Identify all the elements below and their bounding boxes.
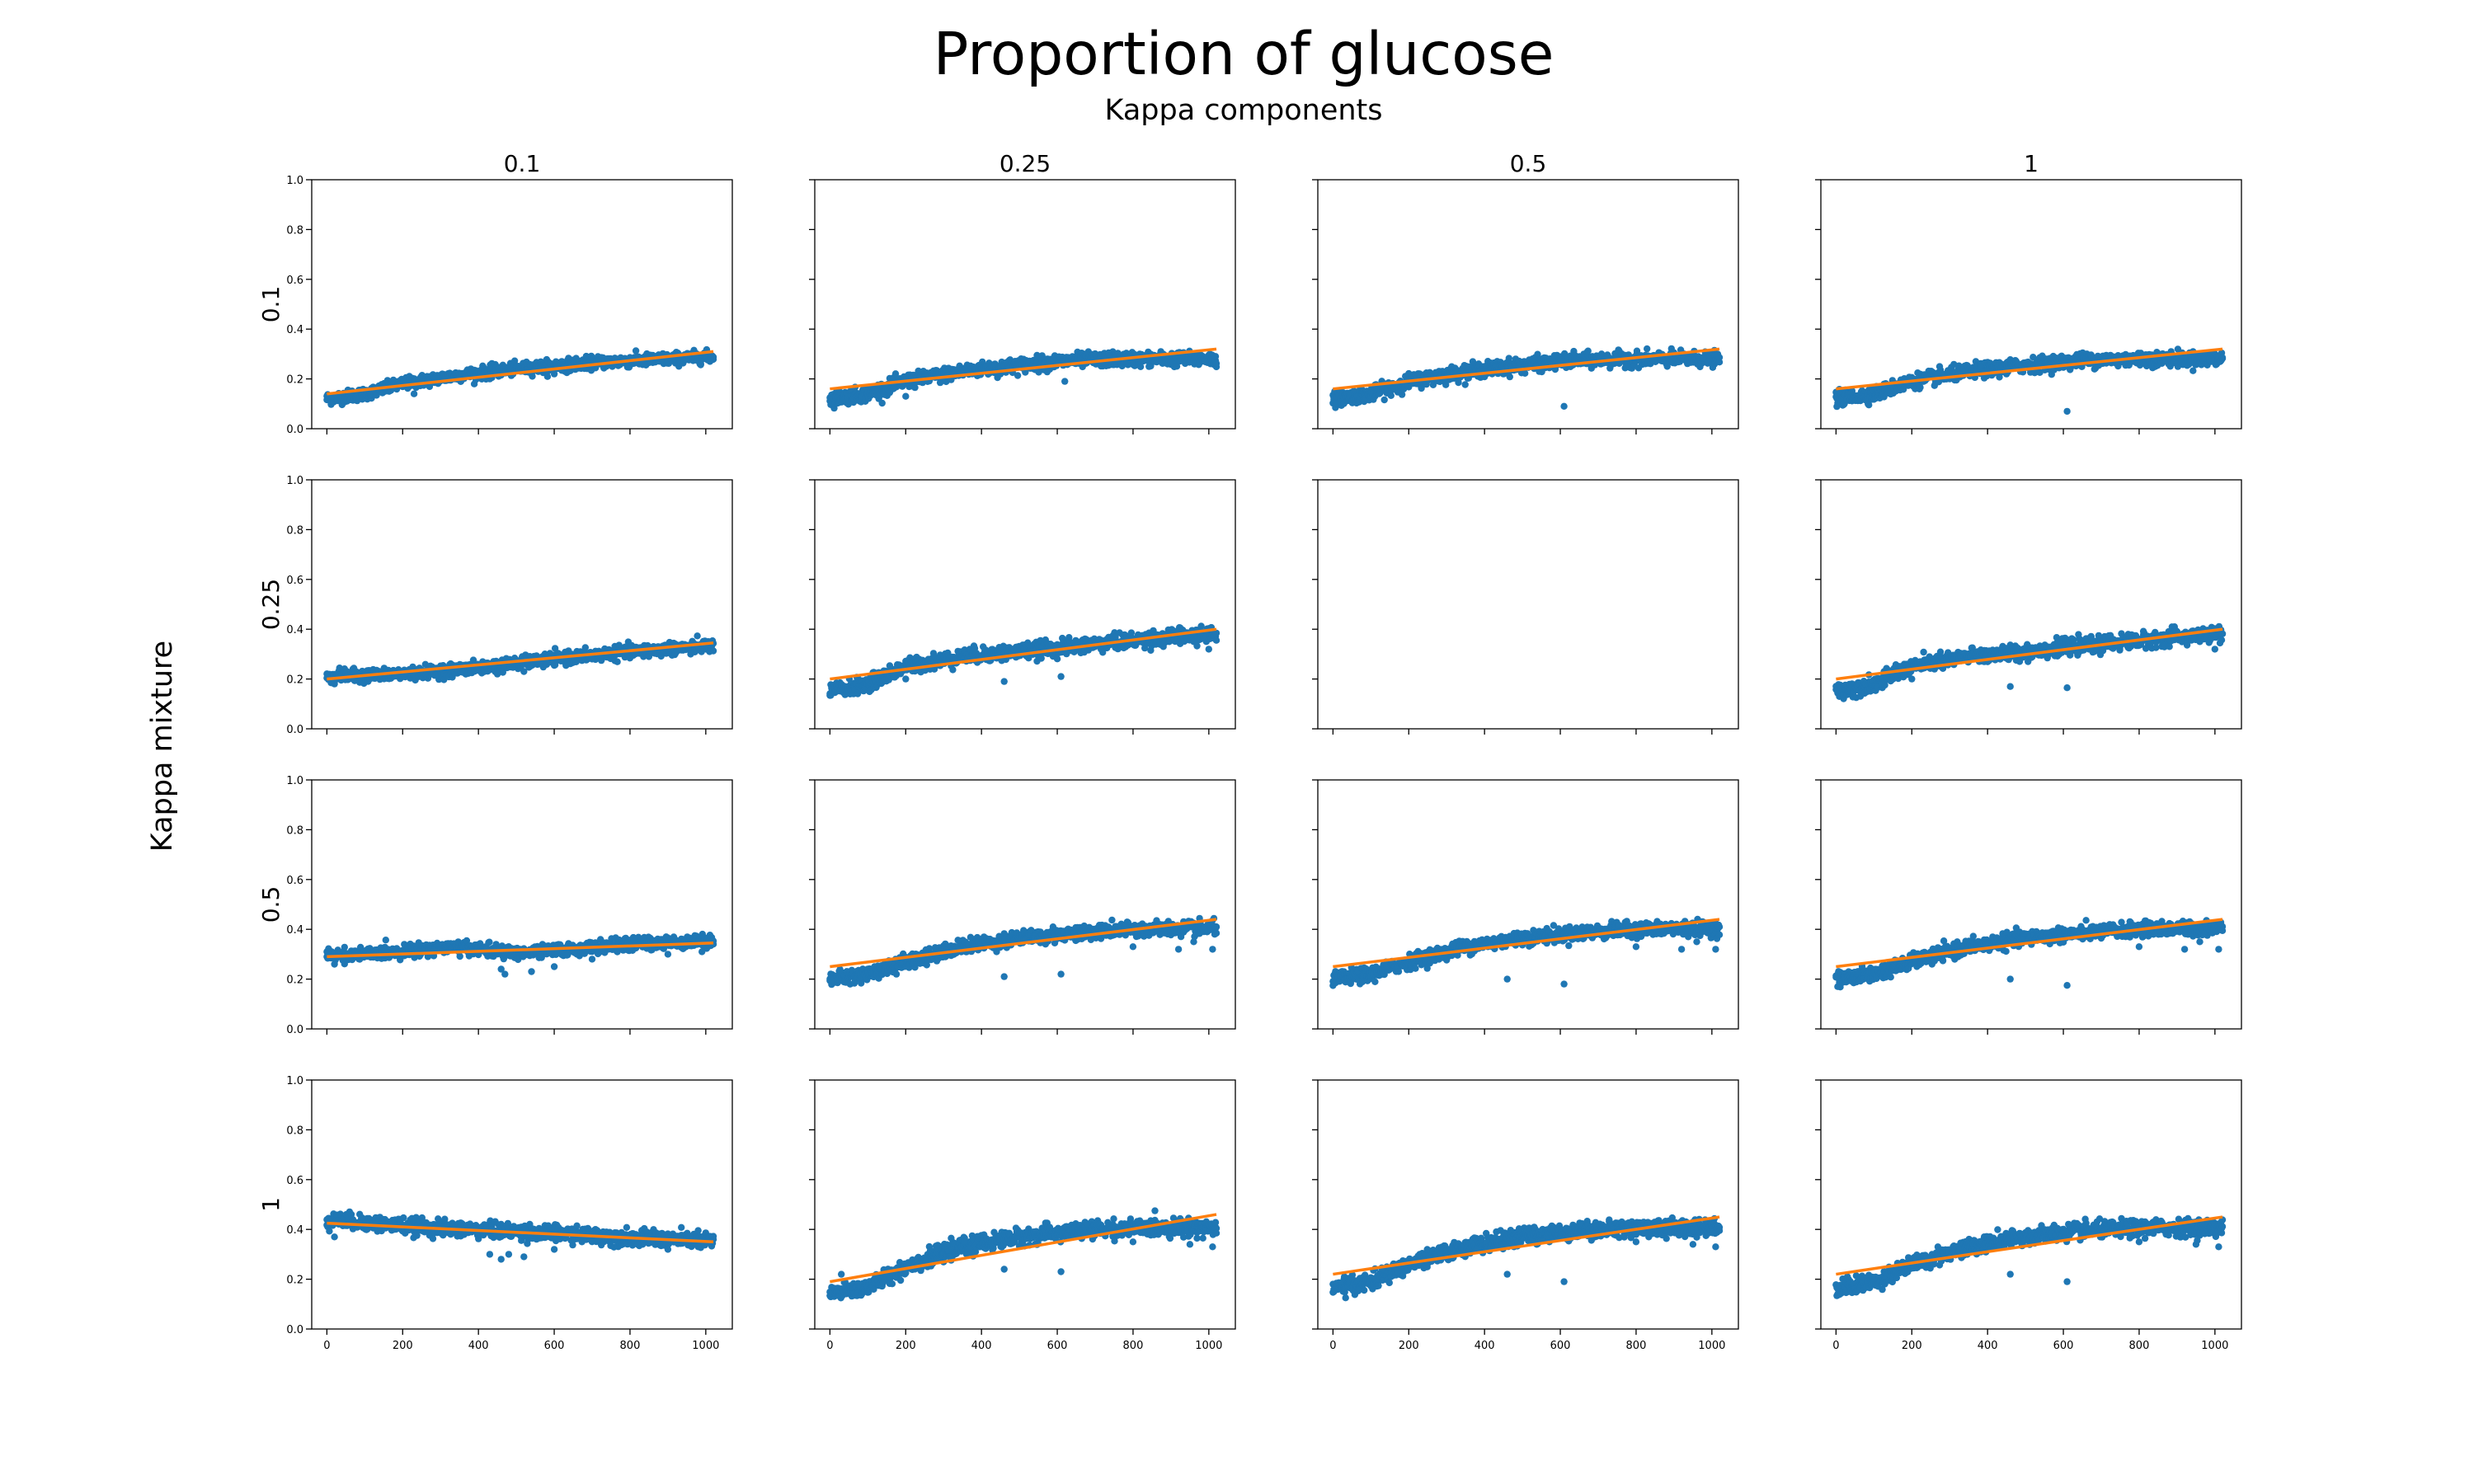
y-tick-label: 0.8 xyxy=(286,524,303,537)
y-tick-label: 0.4 xyxy=(286,324,303,336)
fit-line xyxy=(830,347,1217,391)
row-axis-label: Kappa mixture xyxy=(146,641,179,852)
y-tick-label: 0.8 xyxy=(286,224,303,237)
subplot: 0.0 0.2 0.4 0.6 0.8 1.0 xyxy=(286,175,733,436)
data-point xyxy=(632,347,640,355)
data-point xyxy=(550,370,558,378)
data-point xyxy=(878,399,886,407)
y-tick-label: 0.6 xyxy=(286,575,303,587)
subplot xyxy=(809,479,1236,735)
data-point xyxy=(1211,353,1220,360)
data-point xyxy=(2063,407,2071,416)
data-point xyxy=(694,632,701,640)
data-point xyxy=(1202,358,1209,365)
data-point xyxy=(902,392,910,400)
data-point xyxy=(614,658,621,665)
column-title: 0.1 xyxy=(504,150,541,177)
data-point xyxy=(529,373,536,380)
y-tick-label: 0.0 xyxy=(286,424,303,436)
figure-title: Proportion of glucose xyxy=(934,20,1554,88)
subplot xyxy=(809,179,1236,434)
data-point xyxy=(2208,358,2215,365)
data-point xyxy=(1715,354,1724,361)
fit-line xyxy=(327,350,714,396)
data-point xyxy=(709,353,717,361)
data-point xyxy=(588,655,596,663)
scatter-series xyxy=(826,622,1221,699)
y-tick-label: 0.6 xyxy=(286,275,303,287)
data-point xyxy=(706,648,713,655)
data-point xyxy=(2189,367,2197,374)
data-point xyxy=(410,390,418,397)
figure-subtitle: Kappa components xyxy=(1104,94,1382,127)
row-label: 0.5 xyxy=(257,886,285,923)
fit-line xyxy=(1836,347,2223,391)
data-point xyxy=(1917,383,1924,392)
y-tick-label: 1.0 xyxy=(286,175,303,187)
data-point xyxy=(543,373,552,380)
data-point xyxy=(581,644,589,651)
data-point xyxy=(2218,354,2227,361)
subplot-frame xyxy=(311,179,733,430)
fit-line xyxy=(1333,347,1720,391)
panel-grid: 0.1 0.25 0.5 1 0.1 0.25 0.5 1 0.0 0.2 0.4 0.6 0.8 1.0… xyxy=(257,150,2242,1352)
y-tick-label: 0.4 xyxy=(286,624,303,636)
scatter-series xyxy=(826,347,1221,412)
data-point xyxy=(1705,358,1712,365)
data-point xyxy=(1380,396,1388,404)
subplot xyxy=(1815,179,2242,434)
data-point xyxy=(520,668,528,675)
row-label: 0.1 xyxy=(257,286,285,323)
row-label: 0.25 xyxy=(257,579,285,630)
subplot-frame xyxy=(814,479,1236,730)
data-point xyxy=(687,650,694,658)
data-point xyxy=(1212,359,1221,368)
y-tick-label: 1.0 xyxy=(286,475,303,487)
data-point xyxy=(510,357,519,364)
data-point xyxy=(331,680,338,688)
data-point xyxy=(645,653,653,660)
scatter-series xyxy=(323,345,717,409)
row-label: 1 xyxy=(257,1197,285,1212)
column-title: 1 xyxy=(2024,150,2039,177)
column-title: 0.5 xyxy=(1510,150,1547,177)
y-tick-label: 0.2 xyxy=(286,674,303,687)
data-point xyxy=(1014,372,1022,379)
data-point xyxy=(1644,345,1651,353)
data-point xyxy=(1584,347,1592,355)
subplot: 0.0 0.2 0.4 0.6 0.8 1.0 xyxy=(286,475,733,736)
subplot-frame xyxy=(311,479,733,730)
data-point xyxy=(1560,402,1568,410)
data-point xyxy=(1461,381,1469,388)
y-tick-label: 0.0 xyxy=(286,724,303,736)
y-tick-label: 0.2 xyxy=(286,374,303,387)
column-title: 0.25 xyxy=(999,150,1051,177)
data-point xyxy=(1522,369,1529,377)
data-point xyxy=(1506,373,1514,381)
data-point xyxy=(1387,392,1395,399)
subplot xyxy=(1312,179,1739,434)
fit-line xyxy=(327,641,714,681)
data-point xyxy=(493,670,501,678)
data-point xyxy=(1061,378,1069,385)
